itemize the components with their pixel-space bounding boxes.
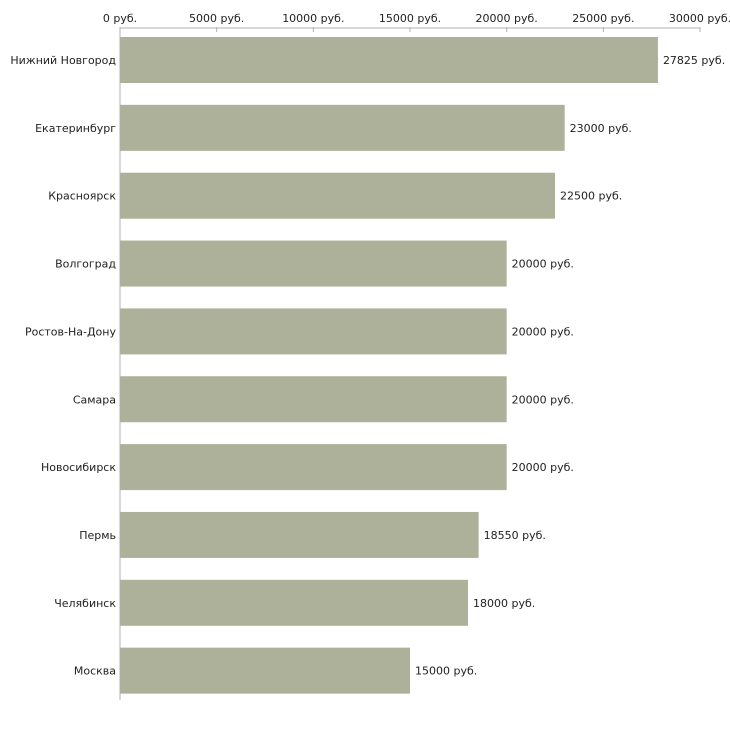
category-label: Москва <box>74 665 116 678</box>
value-label: 20000 руб. <box>512 325 574 338</box>
value-label: 18550 руб. <box>484 529 546 542</box>
value-label: 27825 руб. <box>663 54 725 67</box>
x-tick-label: 0 руб. <box>103 12 137 25</box>
x-tick-label: 10000 руб. <box>282 12 344 25</box>
bar <box>120 376 507 423</box>
value-labels: 27825 руб. 23000 руб. 22500 руб. 20000 руб.… <box>415 54 725 678</box>
bar <box>120 37 658 83</box>
value-label: 20000 руб. <box>512 258 574 271</box>
bar <box>120 240 507 287</box>
x-tick-label: 25000 руб. <box>572 12 634 25</box>
bar <box>120 647 410 694</box>
category-label: Нижний Новгород <box>10 54 116 67</box>
bar <box>120 511 479 558</box>
category-label: Пермь <box>79 529 116 542</box>
category-label: Ростов-На-Дону <box>25 325 116 338</box>
category-label: Челябинск <box>54 597 116 610</box>
x-tick-label: 5000 руб. <box>189 12 244 25</box>
x-axis-ticks: 0 руб. 5000 руб. 10000 руб. 15000 руб. 20000… <box>103 12 730 32</box>
bar <box>120 308 507 355</box>
category-labels: Нижний Новгород Екатеринбург Красноярск Вол… <box>10 54 116 678</box>
x-tick-label: 20000 руб. <box>476 12 538 25</box>
value-label: 23000 руб. <box>570 122 632 135</box>
bar <box>120 172 555 219</box>
bar <box>120 579 468 626</box>
value-label: 15000 руб. <box>415 665 477 678</box>
category-label: Самара <box>73 393 116 406</box>
value-label: 20000 руб. <box>512 461 574 474</box>
bar <box>120 104 565 151</box>
category-label: Екатеринбург <box>35 122 116 135</box>
category-label: Новосибирск <box>41 461 116 474</box>
axes <box>119 27 700 700</box>
category-label: Красноярск <box>48 190 116 203</box>
value-label: 22500 руб. <box>560 190 622 203</box>
x-tick-label: 15000 руб. <box>379 12 441 25</box>
bars <box>120 37 658 694</box>
bar <box>120 444 507 491</box>
value-label: 20000 руб. <box>512 393 574 406</box>
x-tick-label: 30000 руб. <box>669 12 730 25</box>
value-label: 18000 руб. <box>473 597 535 610</box>
category-label: Волгоград <box>55 258 116 271</box>
